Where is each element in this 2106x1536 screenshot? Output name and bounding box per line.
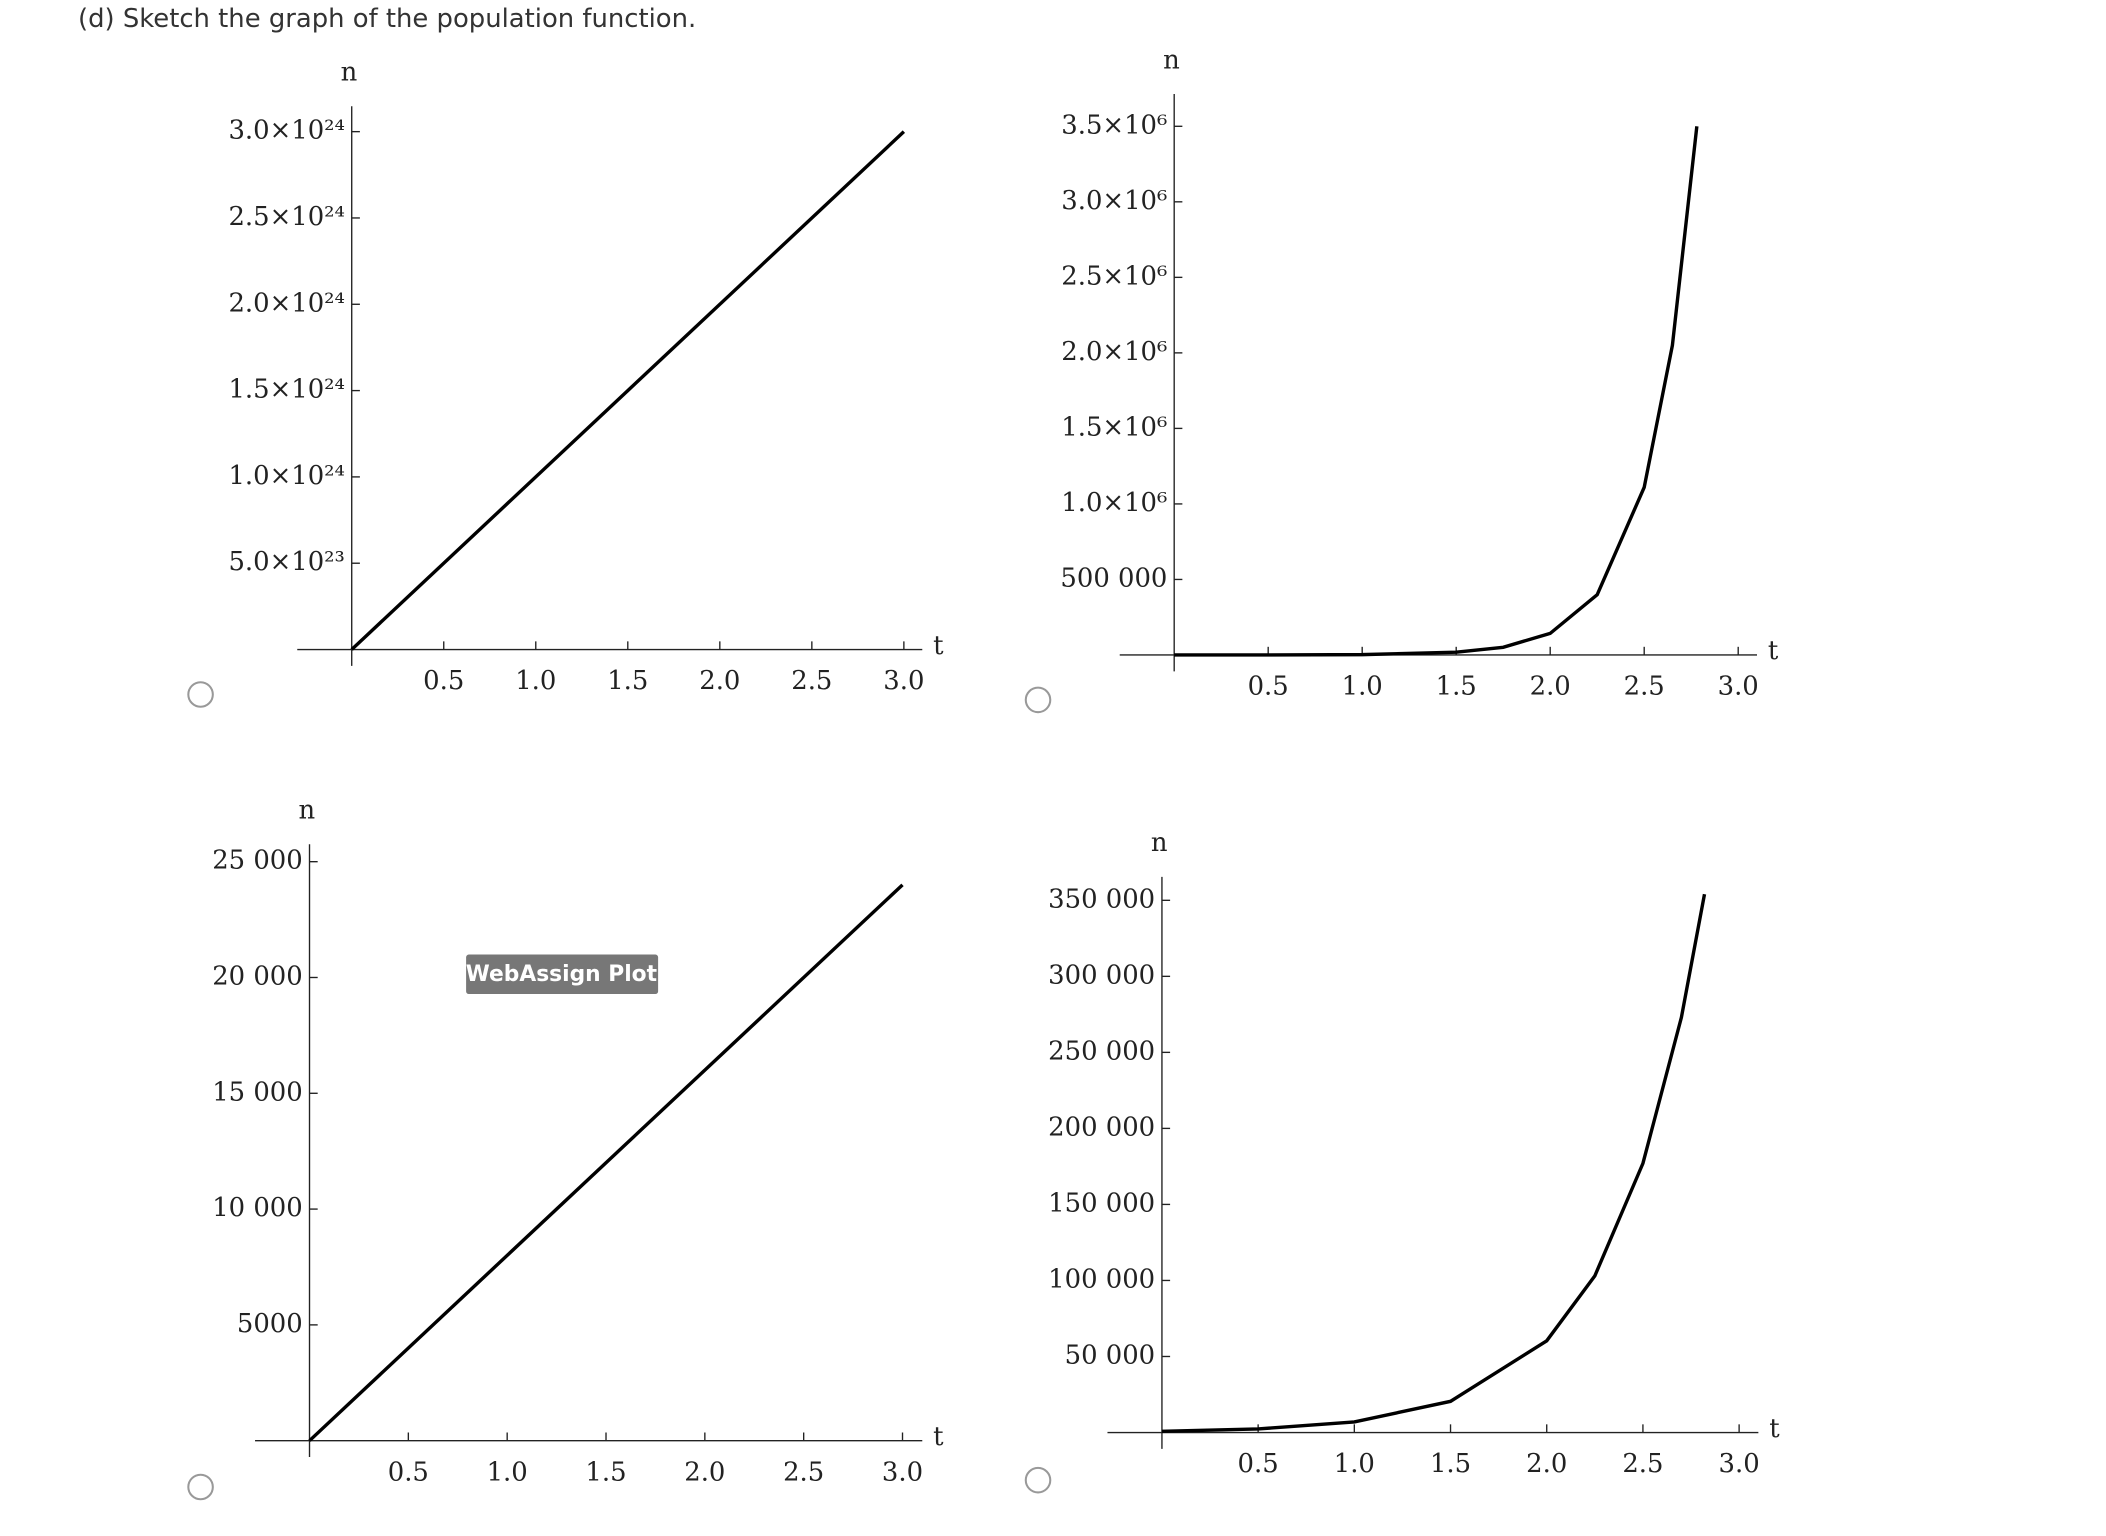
radio-button[interactable] — [1024, 1466, 1052, 1494]
x-tick-label: 2.5 — [1622, 1449, 1663, 1479]
radio-button[interactable] — [187, 1473, 214, 1501]
y-tick-label: 50 000 — [1065, 1340, 1155, 1370]
y-tick-label: 2.5×10²⁴ — [228, 202, 344, 232]
y-tick-label: 20 000 — [212, 961, 302, 991]
curve — [1161, 893, 1707, 1434]
x-tick-label: 2.0 — [699, 666, 740, 696]
y-tick-label: 1.0×10²⁴ — [228, 461, 344, 491]
radio-button[interactable] — [187, 681, 214, 708]
y-tick-label: 3.5×10⁶ — [1061, 110, 1167, 140]
x-tick-label: 0.5 — [1238, 1449, 1279, 1479]
y-tick-label: 25 000 — [212, 846, 302, 876]
y-tick-label: 2.0×10²⁴ — [228, 288, 344, 318]
x-axis-label: t — [1768, 636, 1779, 666]
x-tick-label: 1.0 — [515, 666, 556, 696]
y-tick-label: 3.0×10⁶ — [1061, 186, 1167, 216]
x-tick-label: 1.5 — [1436, 672, 1477, 702]
tooltip-box — [466, 954, 659, 995]
radio-button[interactable] — [1024, 686, 1052, 714]
y-tick-label: 1.5×10²⁴ — [228, 375, 344, 405]
y-axis-label: n — [341, 58, 358, 88]
question: (d) Sketch the graph of the population f… — [78, 4, 696, 34]
x-tick-label: 2.5 — [783, 1457, 824, 1487]
x-tick-label: 2.0 — [1530, 672, 1571, 702]
curve — [1174, 126, 1699, 657]
x-tick-label: 0.5 — [423, 666, 464, 696]
x-tick-label: 1.0 — [1342, 672, 1383, 702]
tooltip: WebAssign Plot — [466, 962, 657, 987]
y-tick-label: 300 000 — [1048, 960, 1155, 990]
x-tick-label: 3.0 — [1719, 1449, 1760, 1479]
x-tick-label: 1.5 — [607, 666, 648, 696]
y-axis-label: n — [1163, 45, 1180, 75]
y-axis-label: n — [1151, 828, 1168, 858]
x-tick-label: 2.0 — [1526, 1449, 1567, 1479]
y-tick-label: 200 000 — [1048, 1112, 1155, 1142]
y-tick-label: 5000 — [237, 1309, 303, 1339]
x-tick-label: 2.5 — [791, 666, 832, 696]
x-tick-label: 1.5 — [1430, 1449, 1471, 1479]
x-tick-label: 3.0 — [1718, 672, 1759, 702]
x-tick-label: 2.5 — [1624, 672, 1665, 702]
x-axis-label: t — [1769, 1414, 1780, 1444]
x-tick-label: 3.0 — [882, 1457, 923, 1487]
curve — [350, 130, 906, 651]
y-tick-label: 10 000 — [212, 1193, 302, 1223]
y-tick-label: 2.5×10⁶ — [1061, 261, 1167, 291]
y-tick-label: 150 000 — [1048, 1188, 1155, 1218]
y-tick-label: 500 000 — [1060, 563, 1167, 593]
y-axis-label: n — [298, 796, 315, 826]
y-tick-label: 100 000 — [1048, 1264, 1155, 1294]
y-tick-label: 350 000 — [1048, 884, 1155, 914]
x-axis-label: t — [933, 631, 944, 661]
x-tick-label: 3.0 — [883, 666, 924, 696]
x-axis-label: t — [933, 1422, 944, 1452]
y-tick-label: 2.0×10⁶ — [1061, 337, 1167, 367]
x-tick-label: 1.5 — [585, 1457, 626, 1487]
y-tick-label: 15 000 — [212, 1077, 302, 1107]
x-tick-label: 1.0 — [1334, 1449, 1375, 1479]
y-tick-label: 1.0×10⁶ — [1061, 488, 1167, 518]
curve — [308, 883, 904, 1442]
y-tick-label: 250 000 — [1048, 1036, 1155, 1066]
x-tick-label: 0.5 — [388, 1457, 429, 1487]
x-tick-label: 1.0 — [487, 1457, 528, 1487]
y-tick-label: 5.0×10²³ — [228, 547, 344, 577]
y-tick-label: 1.5×10⁶ — [1061, 412, 1167, 442]
x-tick-label: 0.5 — [1248, 672, 1289, 702]
x-tick-label: 2.0 — [684, 1457, 725, 1487]
y-tick-label: 3.0×10²⁴ — [228, 116, 344, 146]
